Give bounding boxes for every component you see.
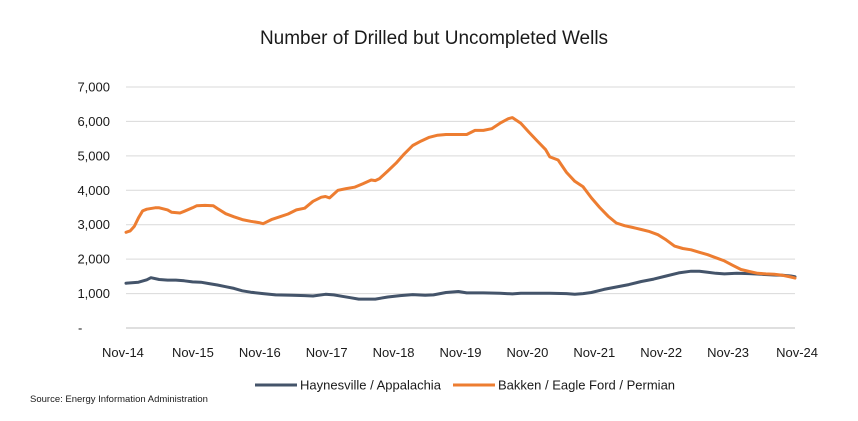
y-tick-label: 6,000 xyxy=(77,114,110,129)
series-lines xyxy=(124,116,797,301)
x-tick-label: Nov-16 xyxy=(239,345,281,360)
legend-label-bakken: Bakken / Eagle Ford / Permian xyxy=(498,378,675,393)
series-line-haynesville xyxy=(124,269,797,301)
x-tick-label: Nov-17 xyxy=(306,345,348,360)
series-line-bakken xyxy=(124,116,797,280)
x-tick-label: Nov-19 xyxy=(440,345,482,360)
gridlines xyxy=(126,86,795,329)
x-tick-label: Nov-14 xyxy=(102,345,144,360)
y-tick-label: 5,000 xyxy=(77,148,110,163)
y-tick-label: 1,000 xyxy=(77,286,110,301)
x-tick-label: Nov-18 xyxy=(373,345,415,360)
y-tick-label: 7,000 xyxy=(77,80,110,95)
x-tick-label: Nov-22 xyxy=(640,345,682,360)
legend-label-haynesville: Haynesville / Appalachia xyxy=(300,378,442,393)
x-tick-label: Nov-21 xyxy=(573,345,615,360)
y-tick-label: 2,000 xyxy=(77,252,110,267)
y-tick-label: - xyxy=(78,321,82,336)
y-axis-ticks: - 1,000 2,000 3,000 4,000 5,000 6,000 7,000 xyxy=(77,80,110,336)
x-axis-ticks: Nov-14 Nov-15 Nov-16 Nov-17 Nov-18 Nov-19 Nov-… xyxy=(102,345,818,360)
source-note: Source: Energy Information Administratio… xyxy=(30,394,208,405)
legend: Haynesville / Appalachia Bakken / Eagle … xyxy=(255,378,675,393)
x-tick-label: Nov-15 xyxy=(172,345,214,360)
chart-title: Number of Drilled but Uncompleted Wells xyxy=(260,28,608,49)
y-tick-label: 3,000 xyxy=(77,217,110,232)
x-tick-label: Nov-20 xyxy=(506,345,548,360)
x-tick-label: Nov-23 xyxy=(707,345,749,360)
y-tick-label: 4,000 xyxy=(77,183,110,198)
x-tick-label: Nov-24 xyxy=(776,345,818,360)
